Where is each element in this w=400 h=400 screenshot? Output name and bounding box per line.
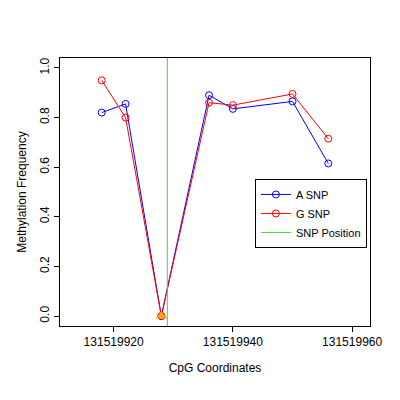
- svg-text:Methylation Frequency: Methylation Frequency: [15, 131, 29, 252]
- svg-text:0.2: 0.2: [38, 256, 52, 273]
- svg-text:0.6: 0.6: [38, 157, 52, 174]
- svg-text:G SNP: G SNP: [296, 208, 330, 220]
- svg-text:0.0: 0.0: [38, 306, 52, 323]
- svg-text:131519920: 131519920: [84, 335, 144, 349]
- svg-text:0.4: 0.4: [38, 206, 52, 223]
- svg-text:1.0: 1.0: [38, 57, 52, 74]
- svg-text:0.8: 0.8: [38, 107, 52, 124]
- svg-text:131519960: 131519960: [322, 335, 382, 349]
- svg-text:A SNP: A SNP: [296, 189, 328, 201]
- svg-text:SNP Position: SNP Position: [296, 227, 361, 239]
- svg-text:131519940: 131519940: [203, 335, 263, 349]
- svg-text:CpG Coordinates: CpG Coordinates: [169, 361, 262, 375]
